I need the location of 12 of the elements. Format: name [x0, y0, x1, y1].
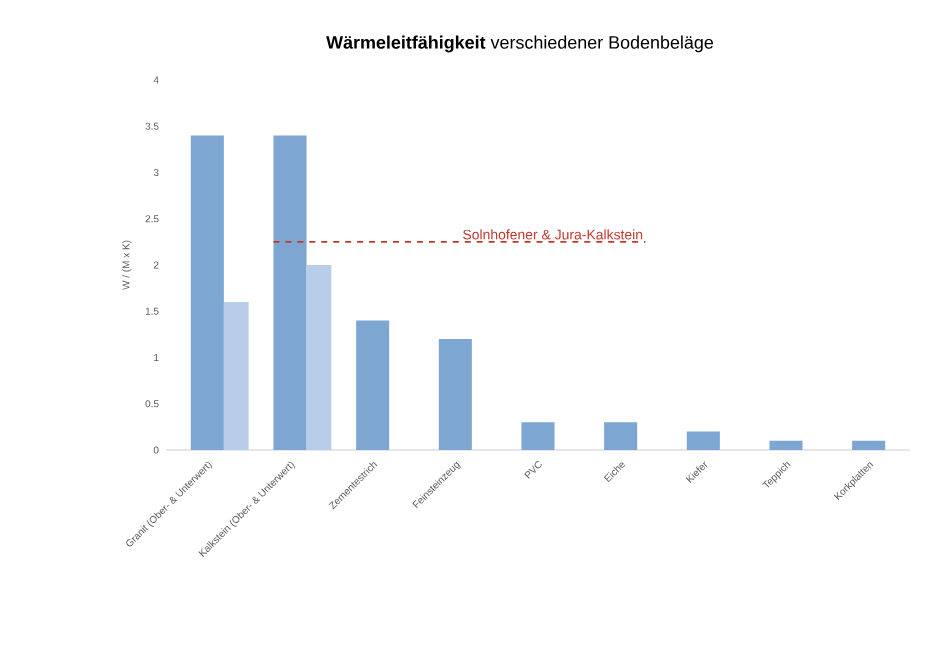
bar — [686, 431, 720, 450]
bar — [190, 135, 224, 450]
bar — [769, 440, 803, 450]
bar — [356, 320, 390, 450]
bar — [852, 440, 886, 450]
chart-title: Wärmeleitfähigkeit verschiedener Bodenbeläge — [326, 35, 714, 53]
bar — [223, 302, 249, 450]
bar — [521, 422, 555, 450]
bar — [438, 339, 472, 450]
bar — [306, 264, 332, 450]
bar — [273, 135, 307, 450]
bar — [604, 422, 638, 450]
